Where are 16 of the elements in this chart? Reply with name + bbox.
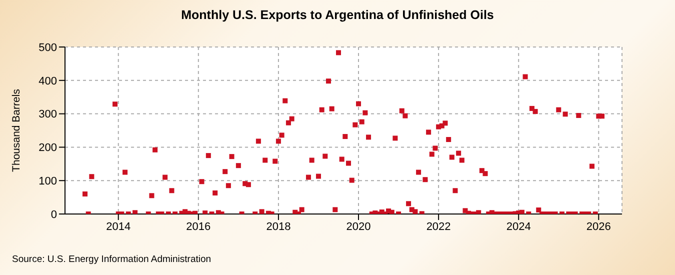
x-tick-label: 2020 <box>346 220 371 233</box>
x-tick-label: 2014 <box>106 220 131 233</box>
y-tick-label: 100 <box>38 176 57 188</box>
x-tick-label: 2022 <box>426 220 451 233</box>
y-tick-label: 400 <box>38 75 57 88</box>
y-axis-title: Thousand Barrels <box>10 89 23 172</box>
x-tick-label: 2018 <box>266 220 291 233</box>
y-tick-label: 200 <box>38 142 57 154</box>
x-tick-label: 2026 <box>586 220 611 233</box>
x-tick-label: 2016 <box>186 220 211 233</box>
x-tick-label: 2024 <box>506 220 531 233</box>
y-tick-label: 500 <box>38 42 57 54</box>
y-tick-label: 300 <box>38 108 57 121</box>
source-note: Source: U.S. Energy Information Administration <box>12 254 212 265</box>
y-tick-label: 0 <box>50 208 57 221</box>
chart-title: Monthly U.S. Exports to Argentina of Unfinished Oils <box>180 8 495 22</box>
